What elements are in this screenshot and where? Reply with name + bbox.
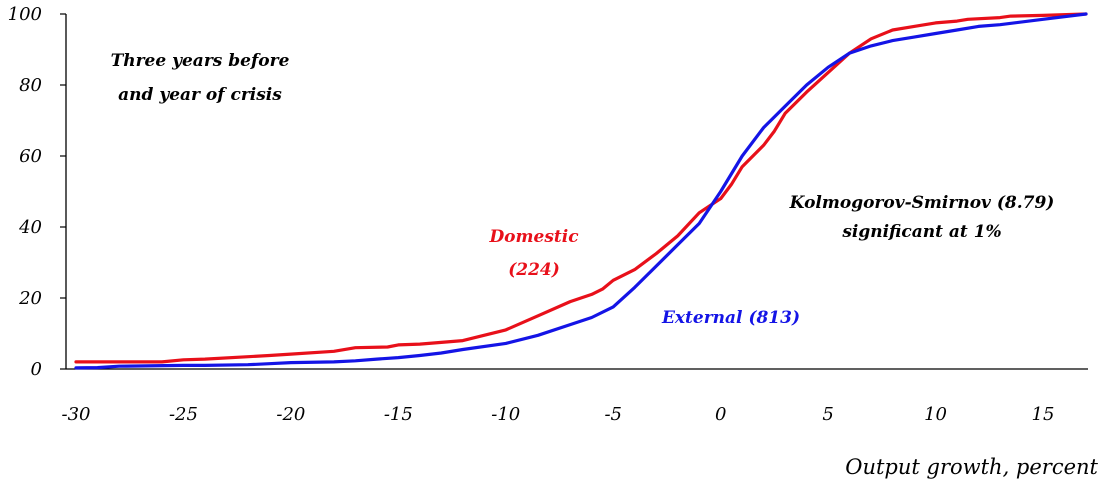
x-tick-label: -10 bbox=[491, 404, 520, 425]
x-tick-label: -5 bbox=[604, 404, 622, 425]
x-tick-label: -15 bbox=[384, 404, 413, 425]
y-tick-label: 0 bbox=[31, 359, 42, 380]
x-tick-label: -25 bbox=[169, 404, 198, 425]
series-label-domestic-count: (224) bbox=[508, 260, 560, 280]
y-tick-label: 20 bbox=[18, 288, 42, 309]
ks-note-line1: Kolmogorov-Smirnov (8.79) bbox=[789, 193, 1055, 213]
y-tick-label: 60 bbox=[19, 146, 42, 167]
series-layer bbox=[74, 12, 1088, 370]
x-tick-label: -20 bbox=[276, 404, 305, 425]
x-tick-label: -30 bbox=[62, 404, 91, 425]
ks-note-line2: significant at 1% bbox=[841, 222, 1001, 242]
x-axis-title: Output growth, percent bbox=[845, 455, 1098, 479]
series-line-domestic bbox=[74, 12, 1088, 364]
x-tick-label: 15 bbox=[1032, 404, 1055, 425]
x-tick-label: 10 bbox=[924, 404, 947, 425]
series-line-external bbox=[74, 12, 1088, 370]
y-tick-label: 80 bbox=[19, 75, 42, 96]
x-tick-label: 5 bbox=[822, 404, 833, 425]
x-tick-label: 0 bbox=[715, 404, 726, 425]
series-label-external: External (813) bbox=[661, 308, 800, 328]
y-axis-ticks: 0 20 40 60 80 100 bbox=[8, 4, 66, 380]
series-label-domestic: Domestic bbox=[488, 227, 579, 247]
y-tick-label: 40 bbox=[18, 217, 42, 238]
period-note-line2: and year of crisis bbox=[118, 85, 282, 105]
period-note-line1: Three years before bbox=[111, 51, 290, 71]
y-tick-label: 100 bbox=[8, 4, 42, 25]
x-axis-ticks: -30 -25 -20 -15 -10 -5 0 5 10 15 bbox=[62, 404, 1055, 425]
